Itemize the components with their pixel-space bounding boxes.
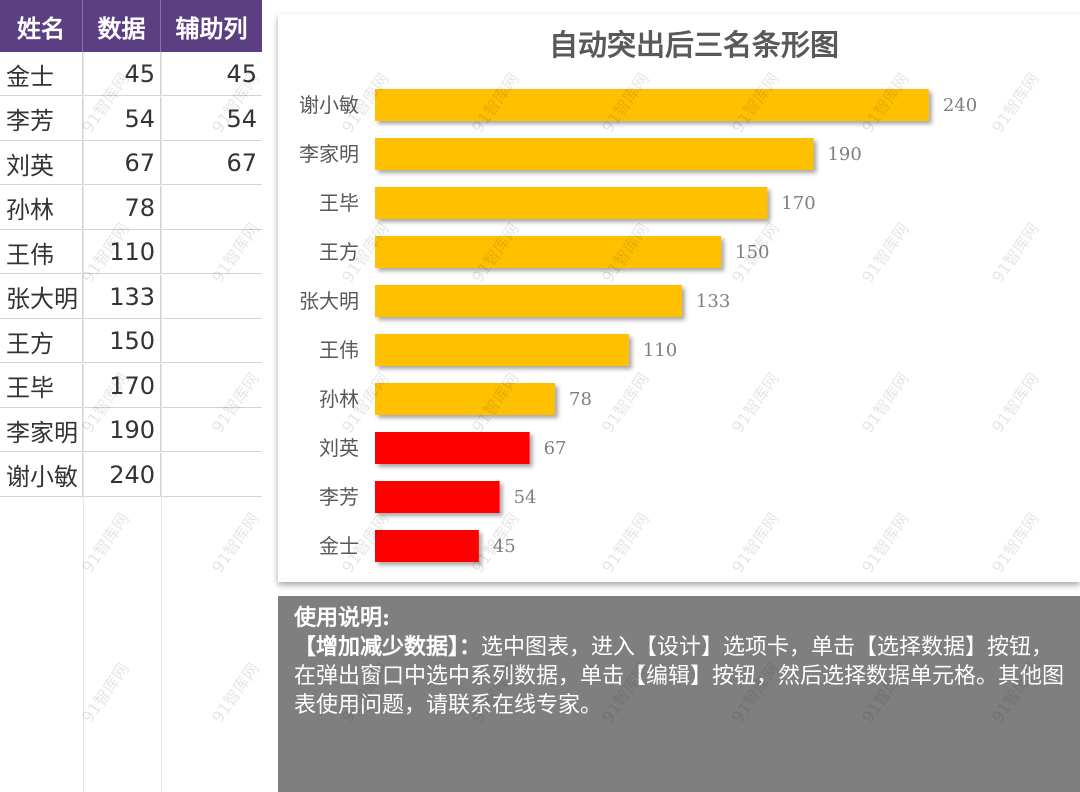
table-row[interactable]: 李家明 190: [0, 408, 262, 452]
table-row[interactable]: 孙林 78: [0, 185, 262, 230]
bar-highlight[interactable]: [375, 481, 500, 513]
cell-name[interactable]: 金士: [0, 52, 83, 96]
bar-chart[interactable]: 谢小敏 240 李家明 190 王毕 170 王方 150 张大明 133 王伟 110 孙林 78 刘英 6…: [278, 14, 1080, 582]
table-row[interactable]: 金士 45 45: [0, 52, 262, 96]
table-row[interactable]: 李芳 54 54: [0, 96, 262, 141]
bar[interactable]: [375, 138, 814, 170]
category-label: 孙林: [319, 387, 359, 411]
instructions-text: 【增加减少数据】：选中图表，进入【设计】选项卡，单击【选择数据】按钮，在弹出窗口…: [294, 633, 1068, 720]
bar[interactable]: [375, 334, 629, 366]
instructions-title: 使用说明:: [294, 605, 391, 631]
bar[interactable]: [375, 89, 929, 121]
data-label: 45: [493, 536, 516, 557]
cell-value[interactable]: 150: [83, 319, 161, 363]
bar[interactable]: [375, 285, 682, 317]
table-row[interactable]: 刘英 67 67: [0, 141, 262, 185]
table-row[interactable]: 谢小敏 240: [0, 452, 262, 497]
cell-helper[interactable]: [161, 230, 262, 274]
cell-value[interactable]: 45: [83, 52, 161, 96]
cell-value[interactable]: 240: [83, 452, 161, 497]
instructions-bold: 【增加减少数据】：: [294, 634, 482, 660]
data-label: 190: [827, 144, 861, 165]
data-label: 78: [569, 389, 592, 410]
cell-name[interactable]: 王毕: [0, 363, 83, 408]
table-row[interactable]: 王方 150: [0, 319, 262, 363]
data-label: 110: [643, 340, 677, 361]
category-label: 王方: [319, 240, 359, 264]
data-table: 姓名 数据 辅助列 金士 45 45 李芳 54 54 刘英 67 67 孙林 78 王伟 110 张大明…: [0, 0, 262, 792]
cell-value[interactable]: 190: [83, 408, 161, 452]
cell-helper[interactable]: [161, 186, 262, 230]
cell-helper[interactable]: 67: [226, 149, 257, 177]
category-label: 张大明: [299, 289, 359, 313]
bar-highlight[interactable]: [375, 432, 530, 464]
header-data[interactable]: 数据: [83, 0, 161, 52]
bar[interactable]: [375, 383, 555, 415]
table-row[interactable]: 张大明 133: [0, 274, 262, 319]
instructions-body: 选中图表，进入【设计】选项卡，单击【选择数据】按钮，在弹出窗口中选中系列数据，单…: [294, 635, 1065, 718]
category-label: 金士: [319, 534, 359, 558]
cell-value[interactable]: 54: [83, 96, 161, 141]
cell-helper[interactable]: 54: [226, 104, 257, 133]
data-label: 133: [696, 291, 730, 312]
category-label: 谢小敏: [299, 93, 359, 117]
cell-helper[interactable]: [161, 408, 262, 452]
cell-name[interactable]: 李芳: [0, 96, 83, 141]
data-label: 54: [514, 487, 537, 508]
table-row[interactable]: 王伟 110: [0, 230, 262, 274]
header-name[interactable]: 姓名: [0, 0, 83, 52]
cell-value[interactable]: 78: [83, 185, 161, 230]
cell-name[interactable]: 刘英: [0, 141, 83, 185]
category-label: 刘英: [319, 436, 359, 460]
bar[interactable]: [375, 187, 768, 219]
bar[interactable]: [375, 236, 722, 268]
category-label: 李芳: [319, 485, 359, 509]
cell-value[interactable]: 133: [83, 274, 161, 319]
data-label: 240: [943, 95, 977, 116]
cell-name[interactable]: 李家明: [0, 408, 83, 452]
chart-area[interactable]: 自动突出后三名条形图 谢小敏 240 李家明 190 王毕 170 王方 150 张大明 133 王…: [278, 14, 1080, 582]
header-helper[interactable]: 辅助列: [161, 0, 262, 52]
cell-value[interactable]: 110: [83, 230, 161, 274]
category-label: 王伟: [319, 338, 359, 362]
chart-title: 自动突出后三名条形图: [548, 28, 839, 62]
instructions-panel: 使用说明: 【增加减少数据】：选中图表，进入【设计】选项卡，单击【选择数据】按钮…: [278, 596, 1080, 792]
cell-helper[interactable]: [161, 275, 262, 319]
cell-helper[interactable]: [161, 453, 262, 497]
category-label: 李家明: [299, 142, 359, 166]
bar-highlight[interactable]: [375, 530, 479, 562]
data-label: 170: [781, 193, 815, 214]
data-label: 150: [735, 242, 769, 263]
category-label: 王毕: [319, 191, 359, 215]
cell-helper[interactable]: [161, 364, 262, 408]
cell-value[interactable]: 170: [83, 363, 161, 408]
cell-name[interactable]: 孙林: [0, 185, 83, 230]
cell-name[interactable]: 张大明: [0, 274, 83, 319]
cell-value[interactable]: 67: [83, 141, 161, 185]
table-row[interactable]: 王毕 170: [0, 363, 262, 408]
cell-name[interactable]: 王伟: [0, 230, 83, 274]
cell-name[interactable]: 谢小敏: [0, 452, 83, 497]
cell-helper[interactable]: [161, 319, 262, 363]
cell-helper[interactable]: 45: [226, 60, 257, 88]
cell-name[interactable]: 王方: [0, 319, 83, 363]
data-label: 67: [544, 438, 567, 459]
